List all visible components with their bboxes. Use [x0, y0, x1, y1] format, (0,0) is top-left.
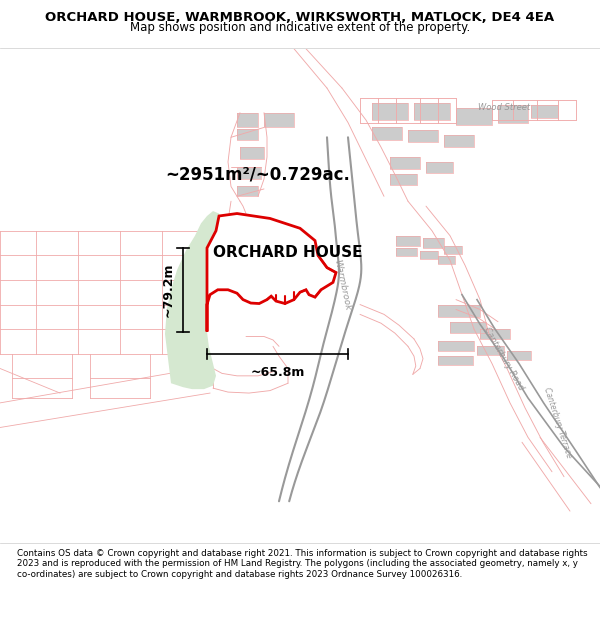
Polygon shape — [408, 130, 438, 142]
Polygon shape — [438, 341, 474, 351]
Polygon shape — [507, 351, 531, 359]
Polygon shape — [438, 304, 480, 317]
Polygon shape — [237, 186, 258, 196]
Polygon shape — [372, 103, 408, 120]
Polygon shape — [264, 112, 294, 128]
Polygon shape — [456, 107, 492, 125]
Polygon shape — [477, 346, 504, 355]
Text: Canterbury Road: Canterbury Road — [482, 326, 526, 392]
Text: Map shows position and indicative extent of the property.: Map shows position and indicative extent… — [130, 21, 470, 34]
Polygon shape — [420, 251, 438, 259]
Text: Contains OS data © Crown copyright and database right 2021. This information is : Contains OS data © Crown copyright and d… — [17, 549, 587, 579]
Polygon shape — [498, 106, 528, 122]
Polygon shape — [480, 329, 510, 339]
Text: ~65.8m: ~65.8m — [250, 366, 305, 379]
Polygon shape — [444, 246, 462, 254]
Polygon shape — [423, 238, 444, 248]
Text: ~79.2m: ~79.2m — [161, 262, 175, 317]
Text: Wood Street: Wood Street — [478, 103, 530, 112]
Polygon shape — [531, 106, 558, 118]
Text: Canterbury Terrace: Canterbury Terrace — [542, 386, 574, 459]
Polygon shape — [396, 236, 420, 246]
Polygon shape — [207, 214, 336, 332]
Polygon shape — [237, 167, 261, 179]
Polygon shape — [252, 246, 279, 258]
Polygon shape — [444, 135, 474, 147]
Polygon shape — [372, 127, 402, 140]
Polygon shape — [237, 129, 258, 140]
Polygon shape — [390, 157, 420, 169]
Polygon shape — [438, 256, 455, 264]
Polygon shape — [414, 103, 450, 120]
Polygon shape — [165, 211, 222, 389]
Polygon shape — [450, 322, 486, 333]
Polygon shape — [231, 248, 258, 258]
Polygon shape — [438, 356, 473, 364]
Polygon shape — [396, 248, 417, 256]
Polygon shape — [237, 112, 258, 128]
Polygon shape — [240, 147, 264, 159]
Text: Warmbrook: Warmbrook — [332, 258, 352, 311]
Text: ORCHARD HOUSE, WARMBROOK, WIRKSWORTH, MATLOCK, DE4 4EA: ORCHARD HOUSE, WARMBROOK, WIRKSWORTH, MA… — [46, 11, 554, 24]
Text: ~2951m²/~0.729ac.: ~2951m²/~0.729ac. — [166, 165, 350, 183]
Polygon shape — [426, 162, 453, 172]
Text: ORCHARD HOUSE: ORCHARD HOUSE — [213, 246, 363, 261]
Polygon shape — [390, 174, 417, 186]
